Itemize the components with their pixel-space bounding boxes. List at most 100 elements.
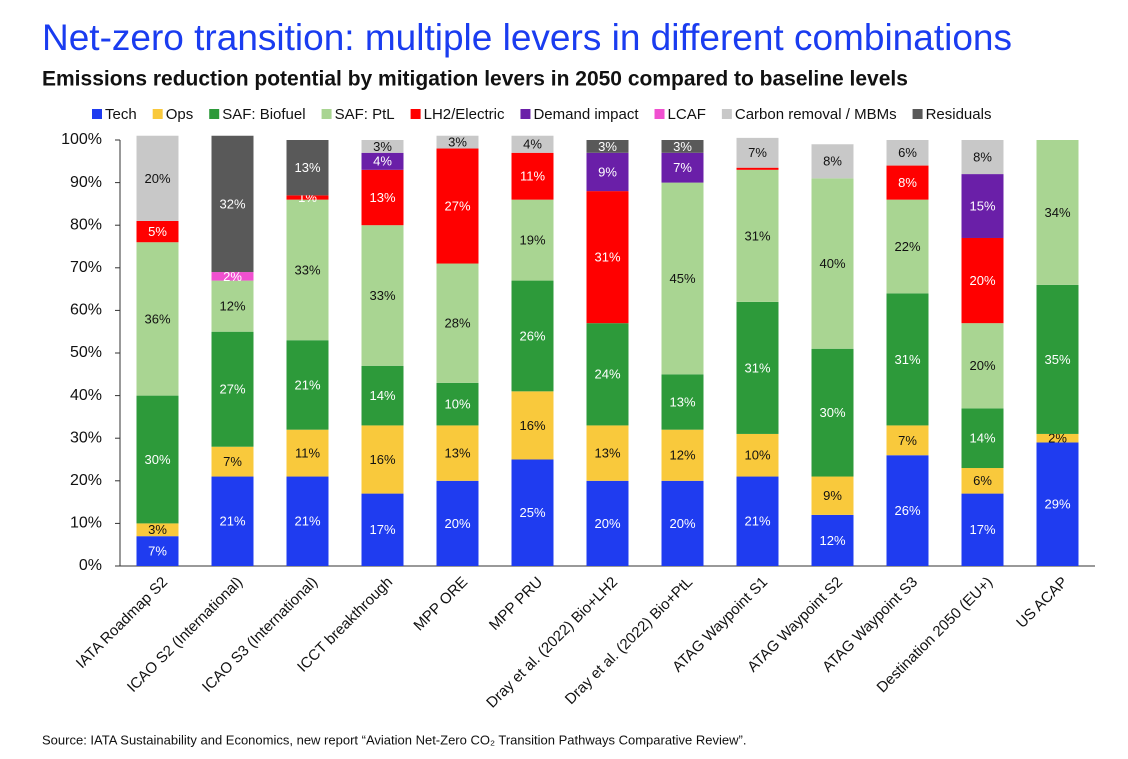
bar-segment <box>886 293 929 426</box>
data-label: 3% <box>673 139 692 154</box>
bar-segment <box>1036 433 1079 443</box>
data-label: 14% <box>369 388 395 403</box>
bar-segment <box>661 374 704 430</box>
data-label: 28% <box>444 316 470 331</box>
data-label: 25% <box>519 505 545 520</box>
data-label: 21% <box>294 377 320 392</box>
y-tick-label: 70% <box>70 259 102 276</box>
bar-segment <box>736 137 779 168</box>
bar-segment <box>661 480 704 566</box>
bar-segment <box>511 199 554 281</box>
bar-segment <box>811 178 854 349</box>
bar-segment <box>136 242 179 396</box>
data-label: 12% <box>819 533 845 548</box>
data-label: 30% <box>819 405 845 420</box>
data-label: 13% <box>594 446 620 461</box>
data-label: 7% <box>898 433 917 448</box>
data-label: 7% <box>748 145 767 160</box>
data-label: 20% <box>444 516 470 531</box>
bar-segment <box>136 523 179 537</box>
data-label: 20% <box>969 358 995 373</box>
y-tick-label: 80% <box>70 216 102 233</box>
data-label: 16% <box>519 418 545 433</box>
data-label: 36% <box>144 311 170 326</box>
bar-segment <box>511 391 554 460</box>
bar-segment <box>436 382 479 426</box>
bar-segment <box>361 169 404 226</box>
data-label: 9% <box>598 164 617 179</box>
bar-segment <box>361 225 404 366</box>
bar-segment <box>511 135 554 153</box>
y-tick-label: 30% <box>70 429 102 446</box>
bar-segment <box>886 165 929 200</box>
data-label: 31% <box>894 352 920 367</box>
data-label: 33% <box>369 288 395 303</box>
legend-label: SAF: Biofuel <box>222 106 305 123</box>
x-tick-label: Dray et al. (2022) Bio+LH2 <box>483 574 621 712</box>
legend-swatch <box>152 109 163 119</box>
data-label: 14% <box>969 431 995 446</box>
bar-segment <box>436 148 479 264</box>
x-tick-label: MPP PRU <box>486 574 546 634</box>
bar-segment <box>661 182 704 375</box>
bar-segment <box>961 174 1004 238</box>
data-label: 6% <box>898 145 917 160</box>
bar-segment <box>586 140 629 153</box>
bar-segment <box>136 135 179 221</box>
data-label: 3% <box>373 139 392 154</box>
y-tick-label: 0% <box>79 557 102 574</box>
bar-segment <box>361 425 404 494</box>
bar-segment <box>811 514 854 566</box>
y-tick-label: 50% <box>70 344 102 361</box>
data-label: 40% <box>819 256 845 271</box>
data-label: 8% <box>898 175 917 190</box>
bar-segment <box>661 140 704 153</box>
data-label: 29% <box>1044 497 1070 512</box>
data-label: 8% <box>823 154 842 169</box>
legend-swatch <box>654 109 665 119</box>
legend-swatch <box>209 109 220 119</box>
data-label: 20% <box>969 273 995 288</box>
bar-segment <box>436 480 479 566</box>
y-tick-label: 100% <box>61 131 102 148</box>
data-label: 33% <box>294 262 320 277</box>
bar-segment <box>286 195 329 200</box>
data-label: 17% <box>369 522 395 537</box>
bar-segment <box>1036 284 1079 434</box>
legend-label: Tech <box>105 106 137 123</box>
data-label: 35% <box>1044 352 1070 367</box>
bar-segment <box>211 331 254 447</box>
y-tick-label: 40% <box>70 387 102 404</box>
bar-segment <box>436 425 479 481</box>
legend-swatch <box>410 109 421 119</box>
data-label: 26% <box>519 328 545 343</box>
bar-segment <box>511 152 554 200</box>
bar-segment <box>586 191 629 324</box>
data-label: 12% <box>219 299 245 314</box>
bar-segment <box>286 476 329 566</box>
data-label: 4% <box>373 154 392 169</box>
bar-segment <box>211 280 254 332</box>
bar-segment <box>811 476 854 515</box>
bar-segment <box>661 429 704 481</box>
bar-segment <box>736 301 779 434</box>
data-label: 21% <box>744 514 770 529</box>
data-label: 3% <box>148 522 167 537</box>
bar-segment <box>286 429 329 477</box>
bar-segment <box>136 395 179 524</box>
bar-segment <box>811 348 854 477</box>
bar-segment <box>886 140 929 166</box>
legend-swatch <box>520 109 531 119</box>
data-label: 5% <box>148 224 167 239</box>
data-label: 10% <box>444 397 470 412</box>
data-label: 11% <box>295 446 320 461</box>
bar-segment <box>436 135 479 149</box>
data-label: 31% <box>744 360 770 375</box>
data-label: 21% <box>219 514 245 529</box>
bar-segment <box>511 280 554 392</box>
bar-segment <box>211 272 254 281</box>
data-label: 13% <box>294 160 320 175</box>
legend-swatch <box>721 109 732 119</box>
data-label: 7% <box>223 454 242 469</box>
bar-segment <box>211 476 254 566</box>
